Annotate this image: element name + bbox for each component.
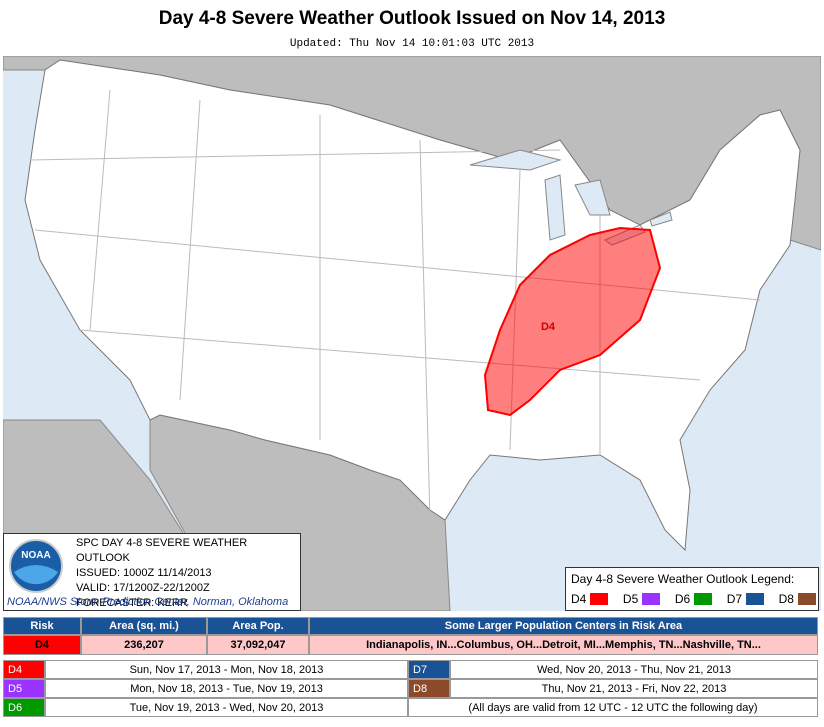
legend-swatch — [746, 593, 765, 605]
info-box: NOAA SPC DAY 4-8 SEVERE WEATHER OUTLOOK I… — [3, 533, 301, 611]
days-note: (All days are valid from 12 UTC - 12 UTC… — [408, 698, 818, 717]
risk-header: Area (sq. mi.) — [81, 617, 207, 635]
day-dates: Mon, Nov 18, 2013 - Tue, Nov 19, 2013 — [45, 679, 408, 698]
day-label: D7 — [408, 660, 450, 679]
risk-cell: D4 — [3, 635, 81, 655]
legend-swatch — [590, 593, 609, 605]
legend-label: D5 — [622, 592, 639, 606]
info-line: ISSUED: 1000Z 11/14/2013 — [76, 567, 212, 579]
map: D4 — [3, 56, 821, 611]
info-line: VALID: 17/1200Z-22/1200Z — [76, 582, 210, 594]
risk-cell: 236,207 — [81, 635, 207, 655]
info-line: SPC DAY 4-8 SEVERE WEATHER OUTLOOK — [76, 537, 248, 564]
risk-header: Area Pop. — [207, 617, 309, 635]
legend-item: D7 — [726, 592, 765, 606]
logo-text: NOAA — [21, 550, 50, 561]
day-dates: Wed, Nov 20, 2013 - Thu, Nov 21, 2013 — [450, 660, 818, 679]
legend: Day 4-8 Severe Weather Outlook Legend: D… — [565, 567, 819, 611]
updated: Updated: Thu Nov 14 10:01:03 UTC 2013 — [289, 38, 535, 50]
day-label: D5 — [3, 679, 45, 698]
risk-label: D4 — [541, 321, 556, 333]
legend-item: D8 — [779, 592, 816, 606]
legend-swatch — [694, 593, 713, 605]
legend-swatch — [642, 593, 661, 605]
day-dates: Sun, Nov 17, 2013 - Mon, Nov 18, 2013 — [45, 660, 408, 679]
united-states — [24, 59, 801, 552]
legend-label: D6 — [674, 592, 691, 606]
risk-header: Risk — [3, 617, 81, 635]
legend-swatch — [797, 593, 816, 605]
risk-area — [483, 226, 662, 417]
info-footer: NOAA/NWS Storm Prediction Center, Norman… — [7, 596, 289, 608]
days-table: D4 Sun, Nov 17, 2013 - Mon, Nov 18, 2013 D… — [3, 660, 818, 718]
legend-title: Day 4-8 Severe Weather Outlook Legend: — [571, 572, 795, 586]
risk-cell: 37,092,047 — [207, 635, 309, 655]
title: Day 4-8 Severe Weather Outlook Issued on… — [158, 8, 666, 29]
day-label: D8 — [408, 679, 450, 698]
risk-table: Risk Area (sq. mi.) Area Pop. Some Larger P… — [3, 617, 818, 655]
day-dates: Tue, Nov 19, 2013 - Wed, Nov 20, 2013 — [45, 698, 408, 717]
info-line: FORECASTER: KERR — [76, 597, 188, 609]
legend-label: D8 — [778, 592, 794, 606]
risk-header: Some Larger Population Centers in Risk A… — [309, 617, 818, 635]
legend-item: D4 — [571, 592, 609, 606]
legend-label: D7 — [726, 592, 743, 606]
day-label: D6 — [3, 698, 45, 717]
legend-item: D5 — [622, 592, 661, 606]
noaa-logo: NOAA — [9, 539, 63, 593]
risk-cell: Indianapolis, IN...Columbus, OH...Detroi… — [309, 635, 818, 655]
day-label: D4 — [3, 660, 45, 679]
legend-item: D6 — [674, 592, 713, 606]
day-dates: Thu, Nov 21, 2013 - Fri, Nov 22, 2013 — [450, 679, 818, 698]
legend-label: D4 — [571, 592, 587, 606]
